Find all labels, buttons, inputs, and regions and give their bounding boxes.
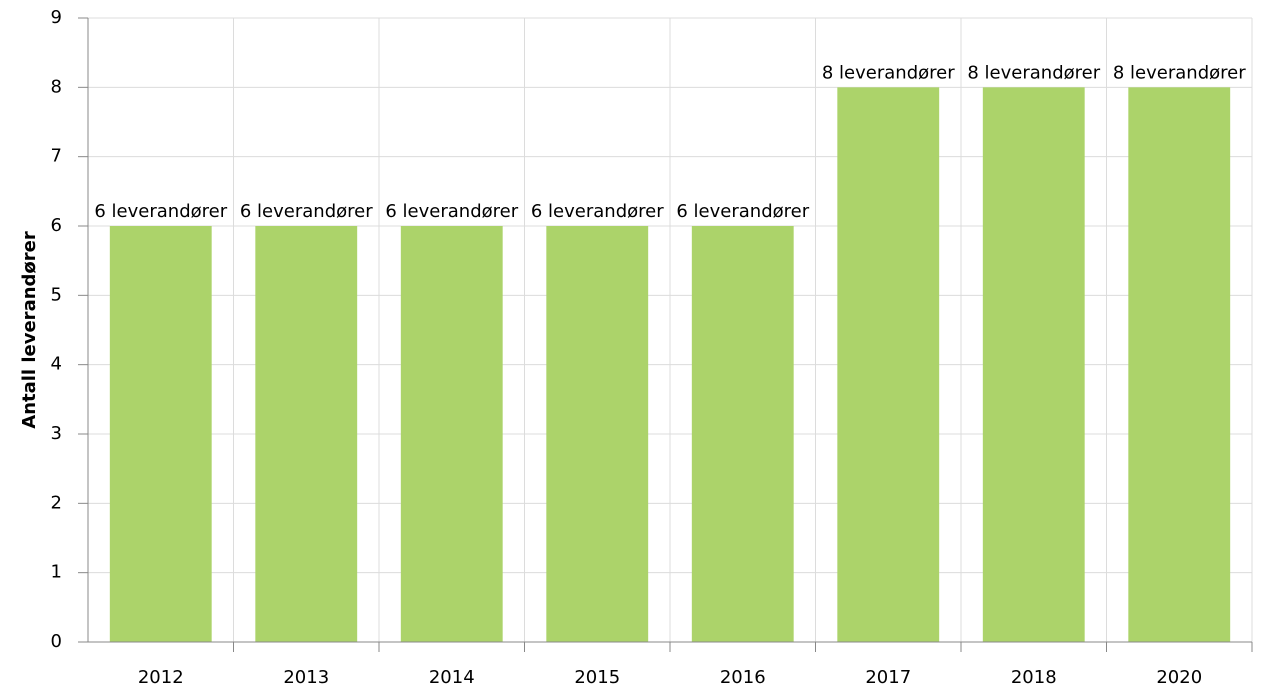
x-tick-label: 2013 bbox=[283, 667, 329, 688]
x-tick-label: 2012 bbox=[138, 667, 184, 688]
value-label: 6 leverandører bbox=[240, 201, 373, 222]
y-tick-label: 0 bbox=[51, 631, 62, 652]
bar bbox=[1128, 87, 1231, 643]
value-label: 6 leverandører bbox=[531, 201, 664, 222]
value-label: 8 leverandører bbox=[967, 62, 1100, 83]
bar bbox=[546, 226, 649, 642]
x-tick-label: 2015 bbox=[574, 667, 620, 688]
bar bbox=[691, 226, 794, 642]
bar bbox=[837, 87, 940, 643]
y-axis-label: Antall leverandører bbox=[19, 231, 40, 429]
x-tick-label: 2014 bbox=[429, 667, 475, 688]
y-tick-label: 6 bbox=[51, 215, 62, 236]
x-tick-label: 2018 bbox=[1011, 667, 1057, 688]
value-label: 8 leverandører bbox=[1113, 62, 1246, 83]
y-tick-label: 1 bbox=[51, 562, 62, 583]
y-tick-label: 7 bbox=[51, 146, 62, 167]
y-tick-label: 3 bbox=[51, 423, 62, 444]
value-label: 6 leverandører bbox=[676, 201, 809, 222]
value-label: 6 leverandører bbox=[385, 201, 518, 222]
x-tick-label: 2020 bbox=[1156, 667, 1202, 688]
bar bbox=[109, 226, 212, 642]
bar bbox=[982, 87, 1085, 643]
y-tick-label: 9 bbox=[51, 7, 62, 28]
value-label: 8 leverandører bbox=[822, 62, 955, 83]
y-tick-label: 4 bbox=[51, 354, 62, 375]
x-tick-label: 2017 bbox=[865, 667, 911, 688]
y-tick-label: 8 bbox=[51, 76, 62, 97]
bar bbox=[255, 226, 358, 642]
value-label: 6 leverandører bbox=[94, 201, 227, 222]
y-tick-label: 2 bbox=[51, 492, 62, 513]
x-tick-label: 2016 bbox=[720, 667, 766, 688]
bar bbox=[400, 226, 503, 642]
y-tick-label: 5 bbox=[51, 284, 62, 305]
